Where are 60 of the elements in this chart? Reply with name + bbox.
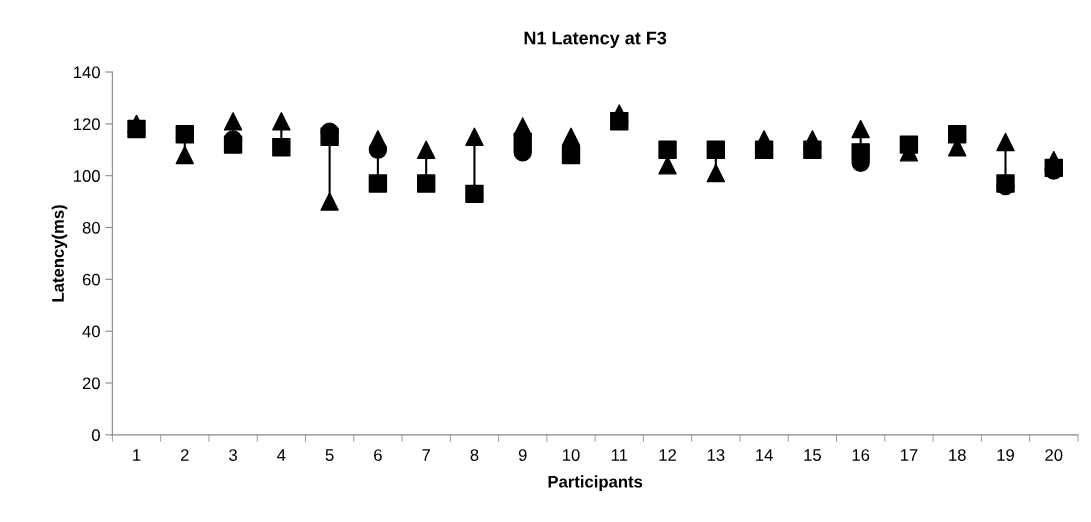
point bbox=[127, 119, 146, 139]
y-tick-label: 0 bbox=[91, 429, 100, 442]
point bbox=[272, 137, 291, 157]
x-tick-label: 14 bbox=[756, 449, 773, 461]
y-tick-label: 20 bbox=[82, 377, 100, 390]
x-tick-label: 3 bbox=[229, 449, 237, 461]
x-tick-label: 15 bbox=[804, 449, 821, 461]
point bbox=[320, 192, 339, 211]
x-tick-label: 13 bbox=[707, 449, 725, 461]
y-tick-label: 100 bbox=[74, 170, 100, 182]
point bbox=[175, 125, 194, 144]
x-tick-label: 17 bbox=[900, 449, 918, 461]
x-tick-label: 2 bbox=[180, 449, 189, 461]
point bbox=[416, 140, 436, 159]
point bbox=[561, 145, 581, 165]
y-tick-label: 120 bbox=[74, 118, 100, 131]
y-tick-label: 140 bbox=[74, 66, 100, 79]
point bbox=[803, 140, 822, 159]
y-tick-label: 60 bbox=[82, 273, 100, 286]
x-axis-title: Participants bbox=[548, 475, 643, 491]
x-tick-label: 9 bbox=[518, 449, 527, 461]
point bbox=[706, 163, 726, 183]
x-tick-label: 10 bbox=[563, 449, 580, 461]
point bbox=[899, 135, 919, 154]
x-tick-label: 16 bbox=[852, 449, 870, 461]
x-tick-label: 5 bbox=[325, 449, 334, 461]
x-tick-label: 11 bbox=[611, 449, 628, 461]
point bbox=[416, 174, 436, 193]
y-tick-label: 80 bbox=[82, 221, 100, 234]
y-tick-label: 40 bbox=[82, 325, 100, 338]
point bbox=[272, 112, 291, 131]
point bbox=[368, 174, 388, 193]
x-tick-label: 20 bbox=[1045, 449, 1063, 461]
point bbox=[996, 132, 1015, 152]
point bbox=[465, 127, 484, 147]
point bbox=[465, 184, 484, 204]
point bbox=[320, 127, 339, 147]
x-tick-label: 12 bbox=[659, 449, 676, 461]
point bbox=[368, 130, 388, 149]
point bbox=[851, 119, 870, 139]
point bbox=[610, 112, 629, 131]
x-tick-label: 1 bbox=[133, 449, 141, 461]
x-tick-label: 6 bbox=[374, 449, 382, 461]
point bbox=[658, 140, 677, 159]
point bbox=[948, 125, 967, 144]
x-tick-label: 4 bbox=[277, 449, 286, 461]
x-tick-label: 18 bbox=[949, 449, 966, 461]
point bbox=[223, 112, 243, 131]
point bbox=[851, 143, 870, 162]
point bbox=[706, 140, 726, 159]
point bbox=[175, 145, 194, 165]
x-tick-label: 8 bbox=[470, 449, 479, 461]
y-axis-title: Latency(ms) bbox=[51, 205, 68, 302]
point bbox=[513, 132, 532, 152]
x-tick-label: 19 bbox=[997, 449, 1014, 461]
x-tick-label: 7 bbox=[422, 449, 430, 461]
point bbox=[223, 135, 243, 154]
point bbox=[754, 140, 774, 159]
chart-title: N1 Latency at F3 bbox=[524, 31, 667, 48]
point bbox=[561, 127, 581, 147]
